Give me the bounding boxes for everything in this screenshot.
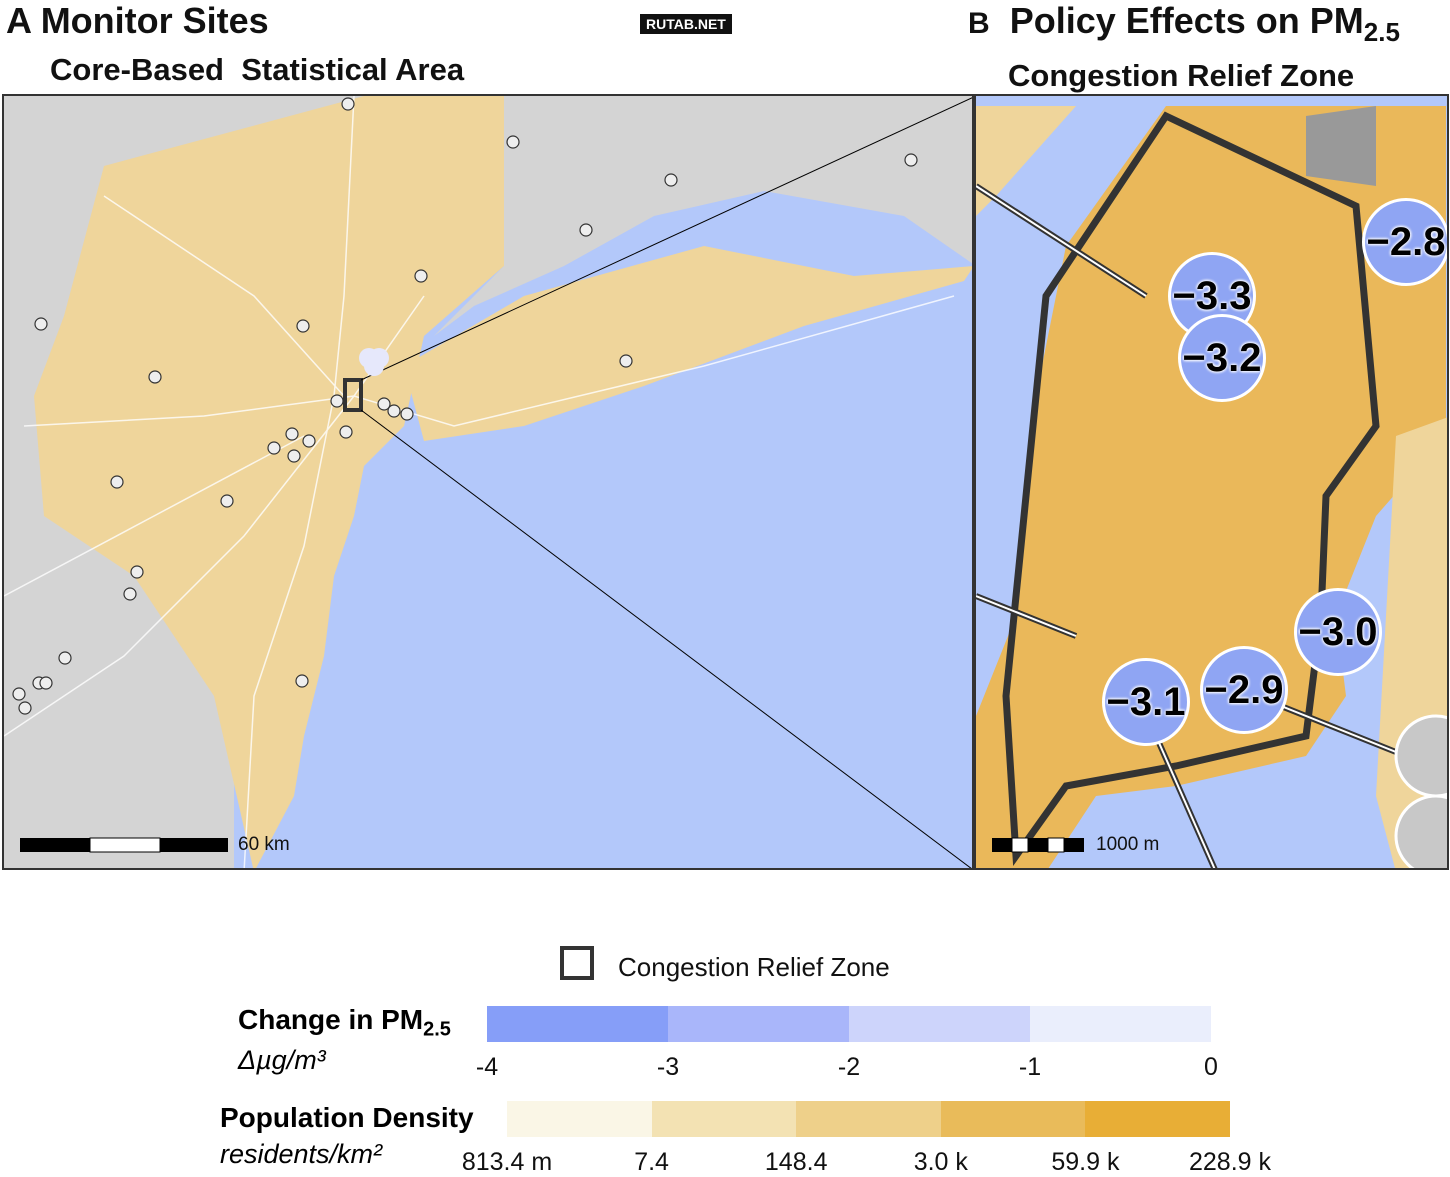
panel-a-subtitle: Core-Based Statistical Area — [50, 52, 465, 87]
pm-legend-unit: Δµg/m³ — [238, 1045, 326, 1075]
color-bin — [849, 1006, 1030, 1042]
congestion-zone-label: Congestion Relief Zone — [618, 952, 890, 982]
monitor-site-marker[interactable] — [39, 676, 53, 690]
scale-bar — [20, 837, 228, 853]
zoom-line — [360, 409, 972, 868]
tick-label: -2 — [837, 1053, 861, 1081]
monitor-sites — [12, 97, 918, 715]
panel-a-map: 60 km — [2, 94, 974, 870]
pm-legend-title: Change in PM2.5 — [238, 1004, 451, 1040]
congestion-zone-marker — [343, 378, 363, 412]
color-bin — [940, 1101, 1086, 1137]
color-bin — [668, 1006, 849, 1042]
outside-site — [1394, 794, 1447, 868]
monitor-site-marker[interactable] — [579, 223, 593, 237]
panel-letter: A — [6, 0, 31, 41]
connecticut-land — [434, 96, 972, 336]
color-bin — [487, 1006, 668, 1042]
site-value: −2.8 — [1366, 220, 1446, 264]
color-bin — [796, 1101, 941, 1137]
monitor-site-marker[interactable] — [285, 427, 299, 441]
site-value: −3.3 — [1172, 274, 1252, 318]
scale-bar — [992, 837, 1084, 853]
panel-letter: B — [968, 7, 990, 40]
scale-label: 1000 m — [1096, 834, 1160, 855]
manhattan-land — [976, 106, 1446, 868]
site-value: −3.0 — [1298, 610, 1378, 654]
monitor-site-marker[interactable] — [400, 407, 414, 421]
monitor-site-marker[interactable] — [302, 434, 316, 448]
monitor-site-marker[interactable] — [387, 404, 401, 418]
monitor-site-marker[interactable] — [12, 687, 26, 701]
site-value: −3.1 — [1106, 680, 1186, 724]
panel-b-map: 1000 m −3.3 −3.2 −2.8 −3.0 −2.9 −3.1 — [974, 94, 1449, 870]
monitor-site-marker[interactable] — [130, 565, 144, 579]
tick-label: 3.0 k — [913, 1148, 968, 1176]
region-map — [4, 96, 972, 868]
density-legend-unit: residents/km² — [220, 1139, 383, 1169]
tick-label: 0 — [1204, 1053, 1218, 1081]
new-jersey-land — [976, 106, 1076, 216]
color-bin — [1085, 1101, 1230, 1137]
panel-a-title-text: Monitor Sites — [40, 0, 269, 41]
monitor-site-marker[interactable] — [339, 425, 353, 439]
monitor-site-marker[interactable] — [295, 674, 309, 688]
tick-label: 59.9 k — [1051, 1148, 1120, 1176]
color-bin — [651, 1101, 797, 1137]
monitor-site-marker[interactable] — [34, 317, 48, 331]
monitor-site-marker[interactable] — [220, 494, 234, 508]
zone-map — [976, 106, 1447, 868]
monitor-site-marker[interactable] — [267, 441, 281, 455]
monitor-site-marker[interactable] — [341, 97, 355, 111]
monitor-site-marker[interactable] — [904, 153, 918, 167]
color-bin — [507, 1101, 652, 1137]
monitor-site[interactable] — [1200, 646, 1288, 734]
site-value: −3.2 — [1182, 336, 1262, 380]
subscript: 2.5 — [423, 1018, 451, 1041]
tick-label: 7.4 — [634, 1148, 669, 1176]
monitor-site-marker[interactable] — [619, 354, 633, 368]
tick-label: -3 — [656, 1053, 680, 1081]
monitor-site-marker[interactable] — [296, 319, 310, 333]
monitor-site-marker[interactable] — [506, 135, 520, 149]
monitor-site-marker[interactable] — [110, 475, 124, 489]
monitor-site-marker[interactable] — [123, 587, 137, 601]
monitor-site-marker[interactable] — [364, 356, 384, 376]
watermark: RUTAB.NET — [640, 14, 732, 34]
monitor-site[interactable] — [1178, 314, 1266, 402]
monitor-site-marker[interactable] — [330, 394, 344, 408]
density-legend-title: Population Density — [220, 1102, 474, 1133]
monitor-site-marker[interactable] — [58, 651, 72, 665]
monitor-site[interactable] — [1102, 658, 1190, 746]
monitor-site-marker[interactable] — [287, 449, 301, 463]
monitor-site-marker[interactable] — [664, 173, 678, 187]
scale-label: 60 km — [238, 834, 290, 855]
tick-label: 813.4 m — [461, 1148, 553, 1176]
monitor-site[interactable] — [1362, 198, 1447, 286]
congestion-zone-swatch — [560, 946, 594, 980]
tick-label: 228.9 k — [1188, 1148, 1272, 1176]
panel-b-title: B Policy Effects on PM2.5 — [968, 0, 1400, 45]
monitor-site-marker[interactable] — [148, 370, 162, 384]
congestion-zone-boundary — [1002, 111, 1380, 867]
tick-label: -1 — [1018, 1053, 1042, 1081]
zoom-line — [360, 97, 972, 381]
tick-label: 148.4 — [764, 1148, 828, 1176]
density-color-bar — [507, 1101, 1230, 1137]
site-value: −2.9 — [1204, 668, 1284, 712]
park-area — [1306, 106, 1376, 186]
tick-label: -4 — [475, 1053, 499, 1081]
subscript: 2.5 — [1363, 17, 1400, 48]
panel-b-subtitle: Congestion Relief Zone — [1008, 58, 1355, 93]
monitor-site-marker[interactable] — [414, 269, 428, 283]
populated-area — [34, 96, 504, 868]
pm-color-bar — [487, 1006, 1211, 1042]
panel-a-title: A Monitor Sites — [6, 0, 269, 42]
panel-b-title-text: Policy Effects on PM — [1009, 0, 1364, 41]
color-bin — [1030, 1006, 1211, 1042]
pm-title-text: Change in PM — [238, 1004, 424, 1035]
monitor-site[interactable] — [1294, 588, 1382, 676]
monitor-site-marker[interactable] — [377, 397, 391, 411]
monitor-site-marker[interactable] — [18, 701, 32, 715]
